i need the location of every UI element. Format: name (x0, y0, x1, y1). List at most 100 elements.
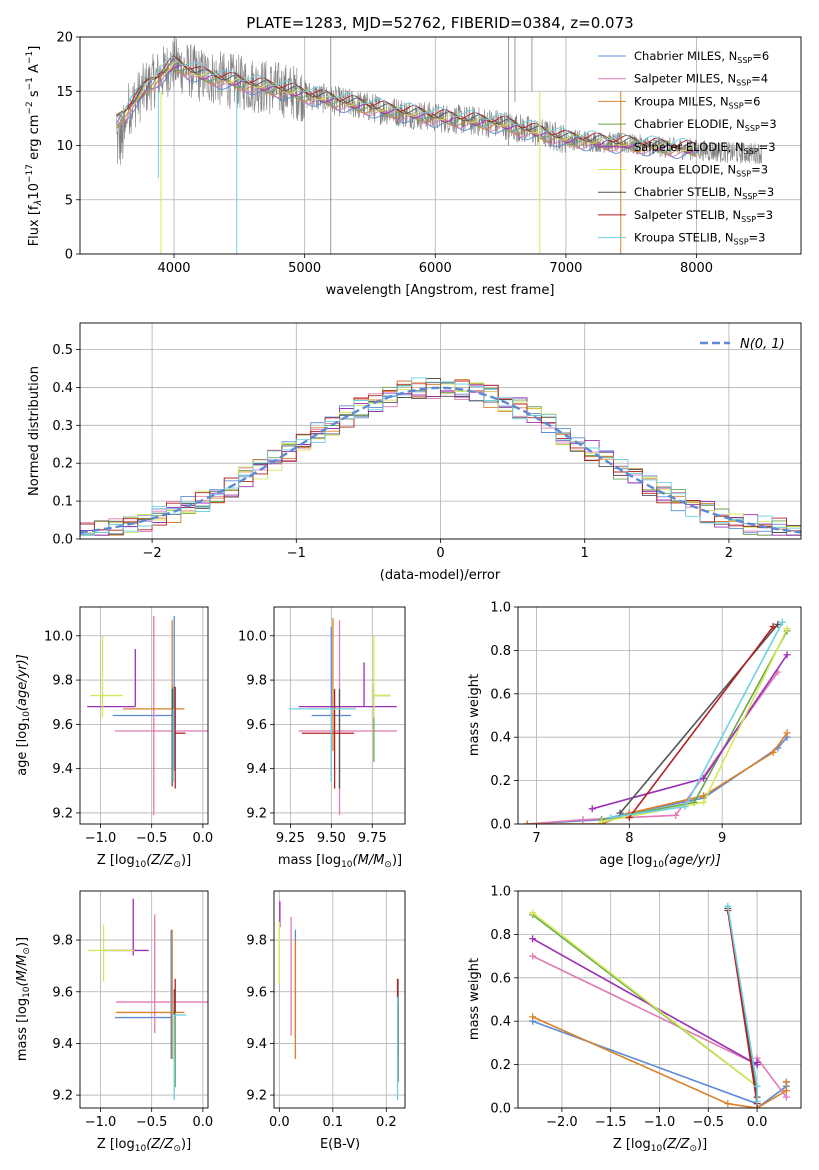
mass-weight-point-marker (783, 651, 791, 659)
EBV_vs_mass-ytick-label: 9.4 (246, 1037, 267, 1052)
spectrum-xtick-label: 7000 (549, 261, 582, 276)
mass-weight-point-marker (700, 774, 708, 782)
age_vs_massweight-ytick-label: 0.8 (490, 644, 511, 659)
EBV_vs_mass-ytick-label: 9.2 (246, 1089, 267, 1104)
spectrum-xlabel: wavelength [Angstrom, rest frame] (326, 283, 555, 298)
Z_vs_massweight-ytick-label: 0.2 (490, 1058, 511, 1073)
spectrum-frame (79, 36, 802, 255)
spectrum-plot-area (116, 37, 762, 254)
mass-weight-point-marker (588, 805, 596, 813)
residual-histogram-step (80, 382, 801, 536)
Z_vs_massweight-ytick-label: 1.0 (490, 885, 511, 900)
mass-weight-point-marker (778, 618, 786, 626)
mass-weight-point-marker (769, 748, 777, 756)
legend-normal-label: N(0, 1) (740, 337, 785, 352)
residual_hist-plot-area (80, 377, 801, 536)
age_vs_massweight-xtick-label: 7 (532, 831, 540, 846)
age_vs_massweight-ytick-label: 0.4 (490, 731, 511, 746)
Z_vs_age-ytick-label: 10.0 (44, 629, 73, 644)
Z_vs_age-ytick-label: 9.8 (52, 674, 73, 689)
Z_vs_mass-frame (79, 890, 209, 1109)
mass-weight-series-line (532, 912, 758, 1087)
Z-mw-ylabel: mass weight (467, 958, 482, 1040)
residual_hist-xtick-label: −1 (287, 546, 306, 561)
residual_hist-ytick-label: 0.0 (52, 533, 73, 548)
Z_vs_mass-ytick-label: 9.6 (52, 985, 73, 1000)
Z_vs_mass-ytick-label: 9.8 (52, 934, 73, 949)
Z_vs_massweight-plot-area (529, 902, 790, 1108)
Z_vs_mass-ytick-label: 9.2 (52, 1089, 73, 1104)
EBV_vs_mass-xtick-label: 0.1 (322, 1115, 343, 1130)
mass-weight-point-marker (523, 820, 531, 824)
age-mw-ylabel: mass weight (467, 674, 482, 756)
legend-entry-label: Kroupa MILES, NSSP=6 (634, 94, 760, 110)
mass-weight-point-marker (700, 798, 708, 806)
legend-entry-label: Salpeter MILES, NSSP=4 (634, 72, 768, 88)
Z_vs_age-ytick-label: 9.6 (52, 718, 73, 733)
residual_hist-xtick-label: −2 (143, 546, 162, 561)
Z_vs_age-ytick-label: 9.2 (52, 806, 73, 821)
mass-weight-point-marker (782, 1093, 790, 1101)
mass_vs_age-plot-area (288, 618, 397, 816)
residual_hist-ytick-label: 0.5 (52, 343, 73, 358)
EBV_vs_mass-ytick-label: 9.6 (246, 985, 267, 1000)
mass-weight-point-marker (753, 1097, 761, 1105)
Z_vs_mass-xtick-label: −0.5 (136, 1115, 168, 1130)
mass_vs_age-ytick-label: 9.2 (246, 806, 267, 821)
Z_vs_mass-xtick-label: 0.0 (193, 1115, 214, 1130)
age_vs_massweight-ytick-label: 1.0 (490, 601, 511, 616)
age_vs_massweight-xtick-label: 8 (625, 831, 633, 846)
age_vs_massweight-panel: 7 8 9 0.0 0.2 0.4 0.6 0.8 1.0 age [log10(age/yr)]… (467, 601, 802, 870)
mass-weight-series-line (628, 626, 774, 818)
spectrum-xtick-label: 8000 (680, 261, 713, 276)
mass-weight-point-marker (783, 729, 791, 737)
spectrum-ytick-label: 5 (65, 193, 73, 208)
mass-weight-point-marker (782, 1087, 790, 1095)
mass-weight-series-line (591, 654, 788, 810)
age_vs_massweight-plot-area (523, 618, 791, 824)
mass-weight-point-marker (579, 816, 587, 824)
legend-entry-label: Salpeter ELODIE, NSSP=3 (634, 140, 776, 156)
mass_vs_age-ytick-label: 10.0 (238, 629, 267, 644)
figure-title: PLATE=1283, MJD=52762, FIBERID=0384, z=0… (246, 14, 633, 32)
residual-histogram-step (80, 377, 801, 536)
mass-weight-point-marker (783, 625, 791, 633)
spectrum-ytick-label: 20 (56, 31, 73, 46)
Z-mass-xlabel: Z [log10(Z/Z⊙)] (97, 1137, 191, 1154)
EBV_vs_mass-xtick-label: 0.0 (269, 1115, 290, 1130)
residual_hist-ytick-label: 0.3 (52, 419, 73, 434)
mass_vs_age-xtick-label: 9.50 (317, 831, 346, 846)
spectrum-xtick-label: 6000 (419, 261, 452, 276)
Z_vs_massweight-ytick-label: 0.8 (490, 928, 511, 943)
age_vs_massweight-xtick-label: 9 (718, 831, 726, 846)
residual-xlabel: (data-model)/error (380, 568, 501, 583)
residual_hist-ytick-label: 0.2 (52, 457, 73, 472)
mass-age-xlabel: mass [log10(M/M⊙)] (278, 853, 402, 870)
Z_vs_age-frame (79, 606, 209, 825)
Z_vs_mass-ytick-label: 9.4 (52, 1037, 73, 1052)
residual_hist-ytick-label: 0.4 (52, 381, 73, 396)
Z_vs_age-panel: −1.0 −0.5 0.0 9.2 9.4 9.6 9.8 10.0 Z [log10(Z/Z⊙… (15, 606, 213, 870)
spectrum-panel: 4000 5000 6000 7000 8000 0 5 10 15 20 wavelength [… (25, 31, 802, 298)
spectrum-ylabel: Flux [fλ10−17 erg cm−2 s−1 A−1] (25, 46, 44, 247)
residual-histogram-step (80, 382, 801, 536)
mass-weight-point-marker (782, 1078, 790, 1086)
Z_vs_massweight-xtick-label: −1.0 (644, 1115, 676, 1130)
Z_vs_mass-plot-area (88, 898, 208, 1101)
Z_vs_massweight-ytick-label: 0.6 (490, 971, 511, 986)
residual-histogram-step (80, 380, 801, 536)
legend-entry-label: Salpeter STELIB, NSSP=3 (634, 208, 773, 224)
EBV_vs_mass-frame (273, 890, 406, 1109)
spectrum-ytick-label: 10 (56, 139, 73, 154)
legend-entry-label: Kroupa ELODIE, NSSP=3 (634, 163, 768, 179)
mass-weight-point-marker (598, 818, 606, 824)
mass_vs_age-ytick-label: 9.4 (246, 762, 267, 777)
mass-weight-point-marker (681, 803, 689, 811)
Z-mw-xlabel: Z [log10(Z/Z⊙)] (613, 1137, 707, 1154)
mass_vs_age-xtick-label: 9.75 (358, 831, 387, 846)
mass-weight-point-marker (607, 813, 615, 821)
model-spectrum-line (116, 56, 697, 148)
mass-weight-point-marker (769, 623, 777, 631)
Z_vs_massweight-xtick-label: 0.0 (747, 1115, 768, 1130)
mass-weight-point-marker (529, 909, 537, 917)
